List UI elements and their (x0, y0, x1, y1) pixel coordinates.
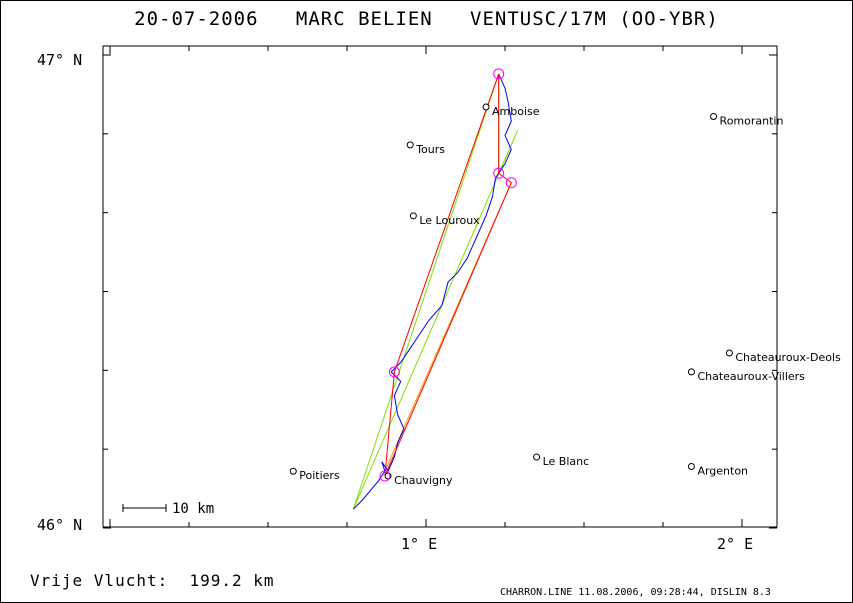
turnpoint-marker (505, 177, 517, 189)
lon-1-label: 1° E (401, 535, 437, 553)
lon-2-label: 2° E (717, 535, 753, 553)
turnpoint-marker (379, 470, 391, 482)
turnpoints-layer (379, 68, 517, 482)
city-marker (409, 212, 417, 220)
scale-label: 10 km (172, 501, 214, 517)
city-label: Tours (415, 143, 445, 156)
scale-bar: 10 km (122, 501, 214, 517)
city-marker (482, 103, 490, 111)
city-label: Le Louroux (419, 214, 480, 227)
lat-top-label: 47° N (37, 51, 82, 69)
cities-layer: Amboise Tours Romorantin Le Louroux Chateaur… (289, 103, 841, 487)
info-label: CHARRON.LINE 11.08.2006, 09:28:44, DISLI… (500, 587, 771, 598)
city-label: Poitiers (299, 469, 340, 482)
city-label: Chateauroux-Villers (697, 370, 805, 383)
lat-bottom-label: 46° N (37, 516, 82, 534)
city-marker (725, 349, 733, 357)
city-marker (687, 368, 695, 376)
city-marker (406, 141, 414, 149)
city-label: Amboise (492, 105, 540, 118)
turnpoint-marker (493, 167, 505, 179)
optimized-route-line (384, 73, 512, 477)
city-label: Chateauroux-Deols (735, 351, 841, 364)
city-label: Chauvigny (394, 474, 453, 487)
axis-ticks (103, 46, 777, 529)
routes-layer (352, 73, 519, 510)
city-marker (710, 112, 718, 120)
page-title: 20-07-2006 MARC BELIEN VENTUSC/17M (OO-Y… (134, 8, 719, 30)
turnpoint-marker (388, 366, 400, 378)
city-marker (687, 463, 695, 471)
plot-frame (102, 45, 778, 528)
city-marker (533, 453, 541, 461)
flight-track-line (352, 73, 512, 510)
alt-route-line (352, 73, 519, 510)
city-label: Argenton (697, 465, 748, 478)
distance-label: Vrije Vlucht: 199.2 km (30, 571, 275, 590)
turnpoint-marker (493, 68, 505, 80)
city-marker (289, 467, 297, 475)
city-label: Le Blanc (543, 455, 590, 468)
city-label: Romorantin (720, 114, 784, 127)
